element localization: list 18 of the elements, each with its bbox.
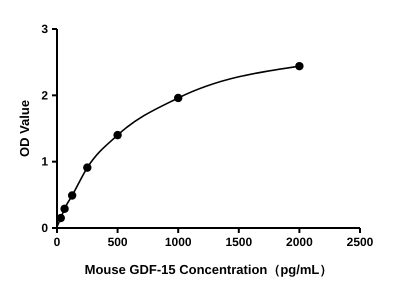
- x-tick-label: 2000: [286, 235, 314, 249]
- x-tick-label: 1500: [225, 235, 252, 249]
- y-axis-title: OD Value: [17, 100, 32, 158]
- y-tick-label: 3: [41, 22, 48, 36]
- x-tick-label: 500: [108, 235, 128, 249]
- y-tick-label: 0: [41, 221, 48, 235]
- y-tick-label: 2: [41, 88, 48, 102]
- point: [68, 191, 76, 200]
- x-tick-label: 2500: [346, 235, 374, 249]
- x-tick-label: 1000: [164, 235, 192, 249]
- point: [60, 204, 69, 213]
- x-tick-label: 0: [54, 235, 61, 249]
- point: [113, 130, 122, 140]
- point: [295, 62, 304, 70]
- y-tick-label: 1: [41, 154, 48, 169]
- point: [83, 163, 92, 172]
- x-axis-title: Mouse GDF-15 Concentration（pg/mL）: [84, 262, 332, 277]
- point: [174, 94, 182, 102]
